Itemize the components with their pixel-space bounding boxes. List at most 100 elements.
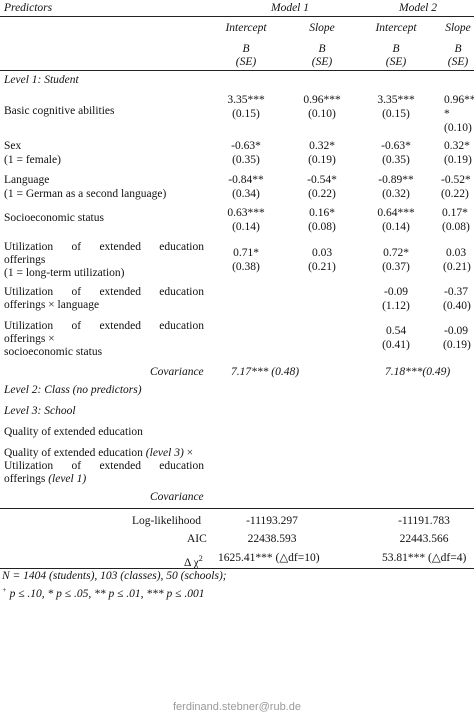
table-cell: (0.40): [443, 300, 471, 312]
table-cell: -0.09: [444, 325, 468, 337]
m2-slope-header: Slope: [445, 22, 471, 34]
m1-intercept-header: Intercept: [225, 22, 267, 34]
header-rule: [0, 16, 474, 17]
m1-slope-b: B: [318, 43, 326, 55]
row-label: offerings ×: [4, 333, 55, 345]
table-cell: (0.21): [308, 261, 336, 273]
m2-slope-b: B: [454, 43, 462, 55]
row-label: (1 = German as a second language): [4, 188, 167, 200]
table-cell: 0.71*: [233, 247, 259, 259]
fit-m2: 22443.566: [399, 533, 449, 545]
row-label: Basic cognitive abilities: [4, 105, 115, 117]
fit-m2: 53.81*** (△df=4): [382, 552, 467, 564]
table-cell: -0.63*: [381, 140, 411, 152]
row-label: offerings × language: [4, 299, 100, 311]
row-label: (1 = female): [4, 154, 61, 166]
m1-slope-header: Slope: [309, 22, 335, 34]
row-label: offerings: [4, 254, 46, 266]
table-cell: 0.32*: [444, 140, 470, 152]
model-2-header: Model 2: [398, 2, 437, 14]
row-label: offerings (level 1): [4, 473, 87, 485]
fit-label: AIC: [187, 533, 207, 545]
table-cell: (0.34): [232, 188, 260, 200]
table-cell: 0.03: [311, 247, 333, 259]
covariance-m1: 7.17*** (0.48): [231, 366, 300, 378]
predictors-header: Predictors: [4, 2, 53, 14]
table-cell: (0.35): [232, 154, 260, 166]
row-label: Sex: [4, 140, 22, 152]
fit-rule: [0, 508, 474, 509]
m1-int-b: B: [242, 43, 250, 55]
table-cell: -0.52*: [441, 174, 471, 186]
fit-m1: -11193.297: [246, 515, 298, 527]
row-label: (1 = long-term utilization): [4, 267, 125, 279]
table-cell: (0.08): [442, 221, 470, 233]
fit-label: Δ χ2: [184, 554, 203, 569]
row-label: Language: [4, 174, 50, 186]
row-label: Socioeconomic status: [4, 212, 104, 224]
fit-m1: 1625.41*** (△df=10): [218, 552, 320, 564]
table-cell: 0.96**: [444, 94, 474, 106]
table-cell: 3.35***: [377, 94, 415, 106]
table-cell: (0.35): [382, 154, 410, 166]
bottom-rule: [0, 568, 474, 569]
table-cell: *: [444, 108, 450, 120]
table-cell: (0.38): [232, 261, 260, 273]
table-cell: 0.17*: [442, 207, 468, 219]
table-cell: 0.63***: [227, 207, 265, 219]
table-cell: (0.10): [444, 122, 472, 134]
m2-intercept-header: Intercept: [375, 22, 417, 34]
m1-slope-se: (SE): [311, 56, 333, 68]
table-cell: 0.72*: [383, 247, 409, 259]
table-cell: (0.19): [443, 339, 471, 351]
table-cell: 0.16*: [309, 207, 335, 219]
fit-m1: 22438.593: [247, 533, 297, 545]
covariance-label: Covariance: [150, 491, 204, 503]
table-cell: (0.19): [444, 154, 472, 166]
note-significance: + p ≤ .10, * p ≤ .05, ** p ≤ .01, *** p …: [2, 586, 205, 600]
table-cell: (0.37): [382, 261, 410, 273]
m1-int-se: (SE): [235, 56, 257, 68]
m2-int-se: (SE): [385, 56, 407, 68]
fit-m2: -11191.783: [398, 515, 450, 527]
section-level3: Level 3: School: [4, 405, 76, 417]
section-level2: Level 2: Class (no predictors): [4, 384, 142, 396]
table-cell: (1.12): [382, 300, 410, 312]
row-label: socioeconomic status: [4, 346, 103, 358]
table-cell: (0.21): [443, 261, 471, 273]
table-cell: (0.14): [382, 221, 410, 233]
table-cell: -0.63*: [231, 140, 261, 152]
table-cell: -0.84**: [228, 174, 264, 186]
table-cell: (0.41): [382, 339, 410, 351]
m2-slope-se: (SE): [447, 56, 469, 68]
row-label: Quality of extended education: [4, 426, 143, 438]
table-cell: -0.89**: [378, 174, 414, 186]
table-cell: -0.37: [444, 286, 468, 298]
row-label: Utilization of extended education: [4, 460, 204, 472]
table-cell: (0.15): [232, 108, 260, 120]
row-label: Utilization of extended education: [4, 320, 204, 332]
model-1-header: Model 1: [270, 2, 309, 14]
row-label: Utilization of extended education: [4, 286, 204, 298]
table-cell: 0.03: [446, 247, 467, 259]
row-label: Utilization of extended education: [4, 241, 204, 253]
row-label: Quality of extended education (level 3) …: [4, 447, 194, 459]
table-cell: (0.10): [308, 108, 336, 120]
subheader-rule: [0, 70, 474, 71]
m2-int-b: B: [392, 43, 400, 55]
covariance-label: Covariance: [150, 366, 204, 378]
table-cell: 0.64***: [377, 207, 415, 219]
table-cell: -0.54*: [307, 174, 337, 186]
table-cell: (0.14): [232, 221, 260, 233]
table-cell: (0.22): [308, 188, 336, 200]
table-cell: (0.32): [382, 188, 410, 200]
section-level1: Level 1: Student: [4, 74, 79, 86]
table-cell: (0.15): [382, 108, 410, 120]
watermark: ferdinand.stebner@rub.de: [173, 701, 301, 713]
note-n: N = 1404 (students), 103 (classes), 50 (…: [2, 570, 227, 582]
table-cell: -0.09: [384, 286, 408, 298]
table-cell: 0.54: [385, 325, 407, 337]
table-cell: 0.32*: [309, 140, 335, 152]
table-cell: 0.96***: [303, 94, 341, 106]
